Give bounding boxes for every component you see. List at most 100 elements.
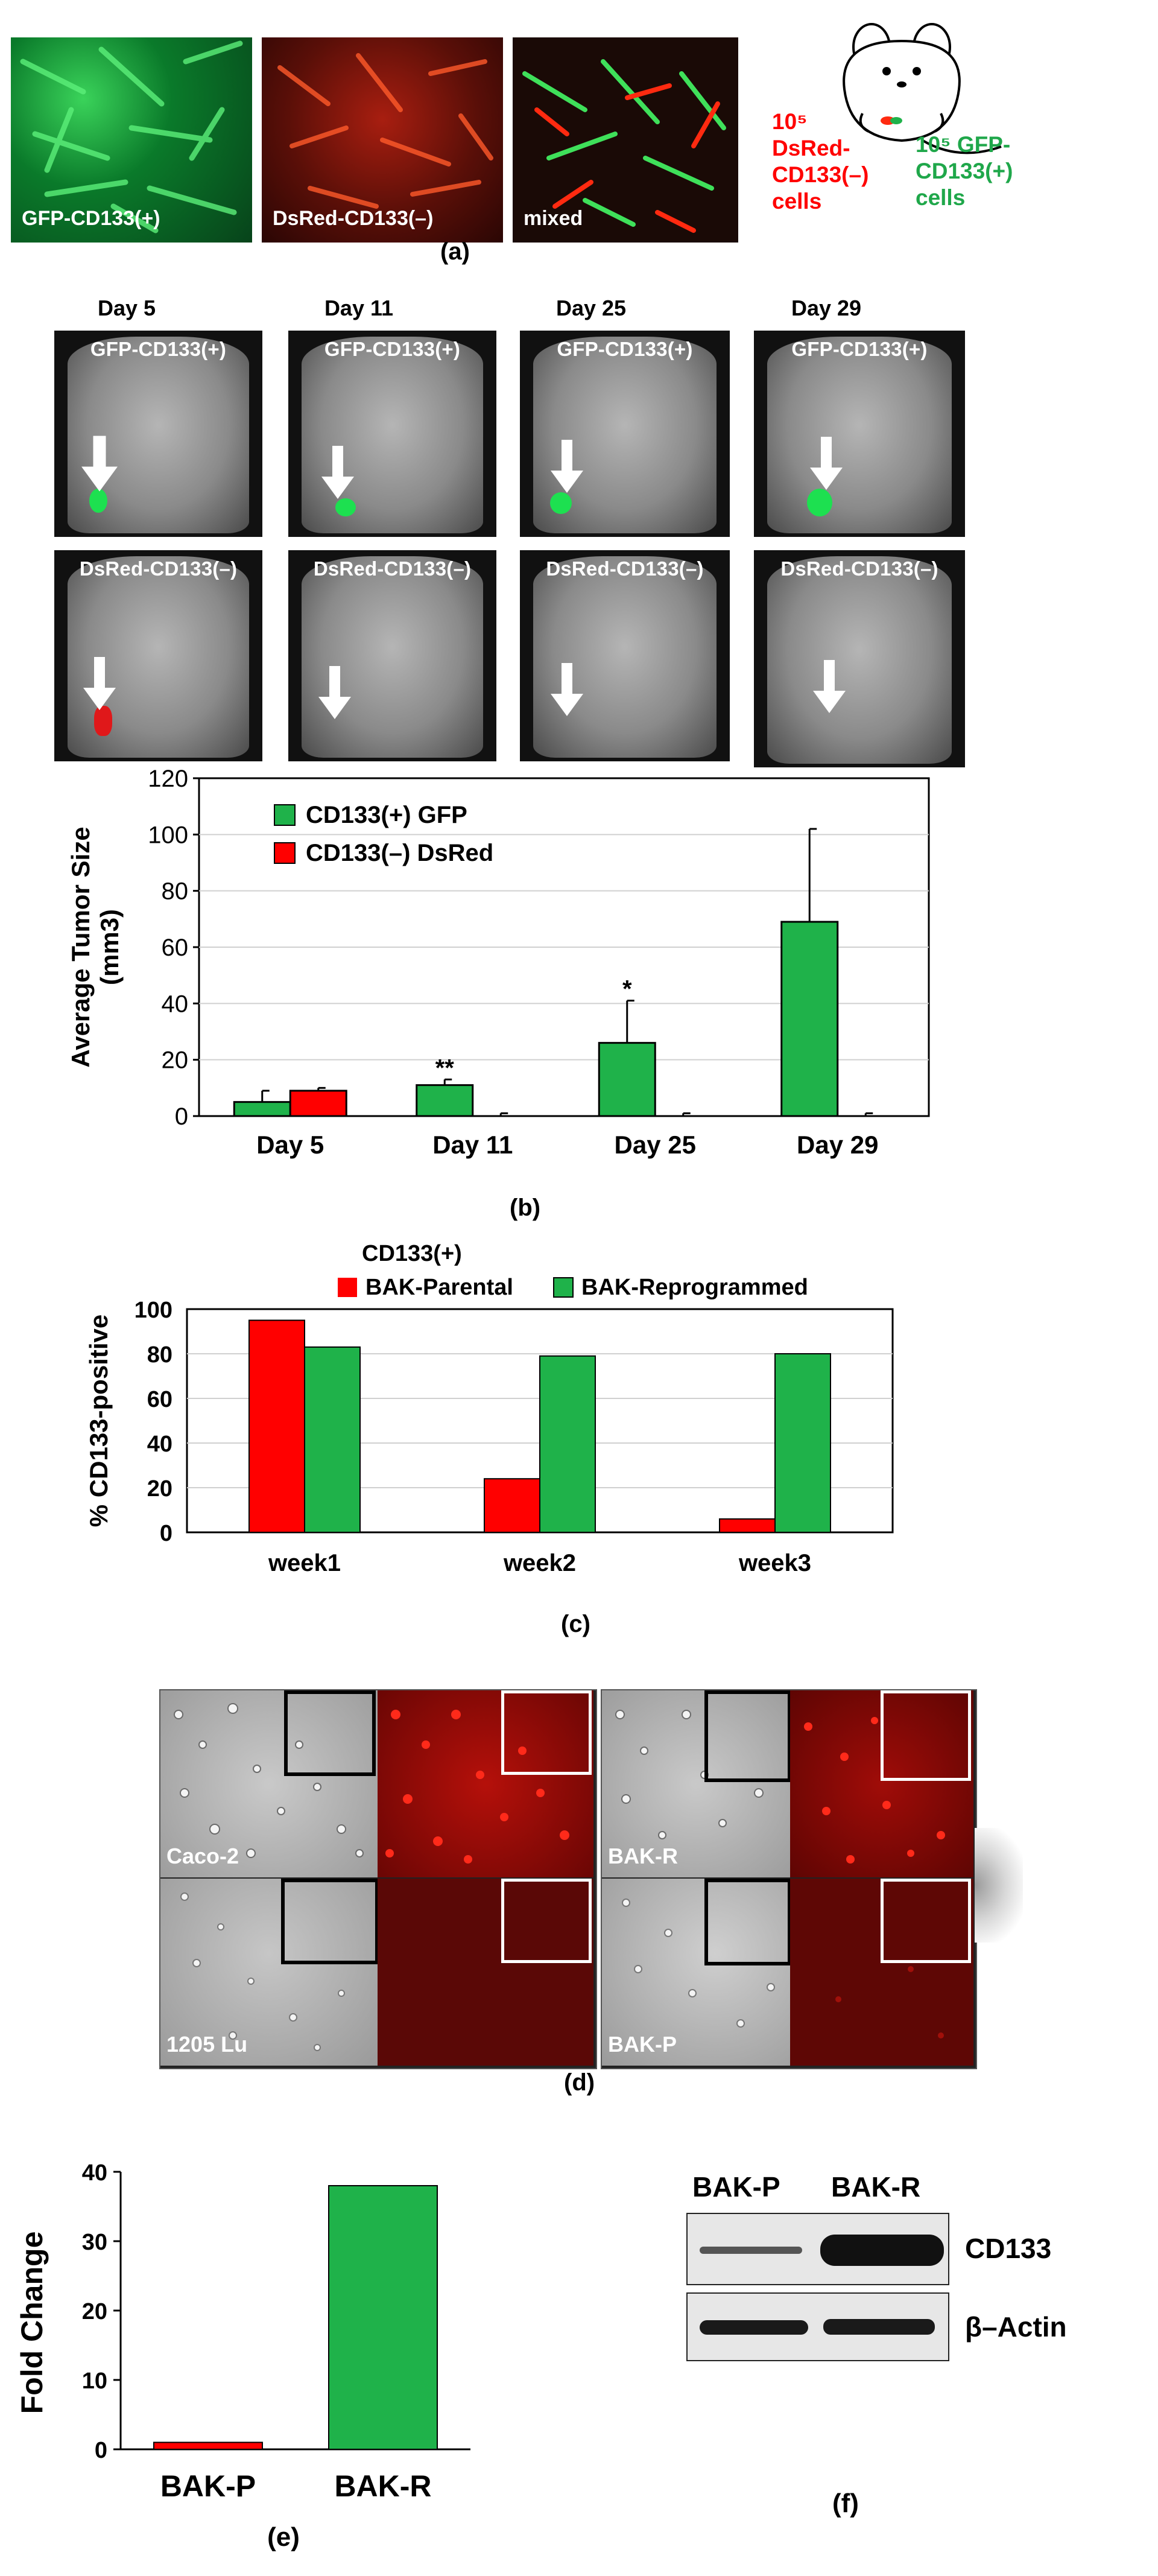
y-axis-label: Fold Change	[15, 2232, 49, 2414]
bar	[774, 1353, 831, 1533]
y-tick-label: 10	[82, 2368, 107, 2394]
y-axis-label-line: (mm3)	[95, 909, 124, 985]
legend-swatch	[274, 804, 296, 826]
mouse-image-gfp: GFP-CD133(+)	[754, 331, 965, 537]
mouse-image-dsred: DsRed-CD133(–)	[754, 550, 965, 767]
y-tick-label: 20	[162, 1047, 189, 1074]
legend-swatch	[553, 1277, 574, 1298]
western-blot-actin	[686, 2292, 949, 2361]
gfp-tumor	[807, 489, 832, 516]
bar	[233, 1101, 291, 1117]
wb-band-label: β–Actin	[965, 2311, 1067, 2343]
shadow-decoration	[975, 1828, 1023, 1943]
fluor-image-bakr	[790, 1690, 973, 1877]
bar	[328, 2185, 438, 2450]
y-axis-label: Average Tumor Size(mm3)	[66, 826, 124, 1067]
mouse-image-gfp: GFP-CD133(+)	[54, 331, 262, 537]
inset-box	[881, 1879, 971, 1963]
inset-box	[501, 1690, 592, 1775]
x-tick-label: BAK-P	[160, 2469, 256, 2503]
gfp-tumor	[89, 489, 107, 513]
gfp-tumor	[335, 498, 356, 516]
western-blot-cd133	[686, 2213, 949, 2285]
x-tick-label: BAK-R	[334, 2469, 431, 2503]
bar	[598, 1042, 656, 1117]
wb-band	[700, 2247, 802, 2254]
y-axis-label: % CD133-positive	[84, 1315, 113, 1527]
fluor-image-1205lu	[378, 1879, 593, 2066]
y-tick-label: 80	[147, 1342, 172, 1368]
y-tick-label: 40	[147, 1432, 172, 1457]
x-tick-label: week1	[268, 1550, 341, 1576]
inset-box	[704, 1690, 790, 1782]
y-tick-label: 40	[82, 2160, 107, 2186]
fluor-image-bakp	[790, 1879, 973, 2066]
wb-band	[823, 2319, 935, 2335]
dsred-tumor	[94, 706, 112, 736]
gfp-micrograph: GFP-CD133(+)	[11, 37, 252, 243]
y-tick-label: 100	[148, 822, 188, 848]
cd133-percent-chart: 0 20 40 60 80 100 week1 week2 week3 CD133(+) BAK-P…	[84, 1243, 894, 1576]
cell-dots-texture	[180, 1892, 345, 2051]
y-tick-label: 60	[162, 934, 189, 961]
inset-box	[284, 1690, 376, 1776]
bakp-label: BAK-P	[608, 2032, 677, 2057]
gfp-tumor	[550, 492, 572, 514]
row-label-dsred: DsRed-CD133(–)	[780, 557, 938, 580]
red-dots-texture	[385, 1710, 569, 1864]
x-tick-label: week3	[738, 1550, 811, 1576]
day-label: Day 29	[791, 296, 862, 320]
dsred-micrograph: DsRed-CD133(–)	[262, 37, 503, 243]
gfp-cells-texture	[20, 40, 243, 233]
arrow-icon	[810, 437, 843, 490]
panel-letter-f: (f)	[832, 2489, 859, 2518]
inset-box	[501, 1879, 592, 1963]
row-label-gfp: GFP-CD133(+)	[791, 338, 928, 360]
panel-letter-c: (c)	[561, 1611, 590, 1637]
inset-box	[704, 1879, 790, 1965]
significance-label: **	[435, 1055, 455, 1081]
red-label-line: 10⁵	[772, 109, 808, 134]
phase-image-bakp: BAK-P	[602, 1879, 790, 2066]
y-tick-label: 60	[147, 1387, 172, 1412]
red-cells-label: 10⁵ DsRed- CD133(–) cells	[772, 109, 868, 215]
mouse-image-gfp: GFP-CD133(+)	[520, 331, 730, 537]
legend-swatch	[338, 1278, 357, 1297]
phase-image-bakr: BAK-R	[602, 1690, 790, 1877]
bar	[248, 1319, 305, 1533]
day-label: Day 25	[555, 296, 627, 320]
panel-letter-b: (b)	[510, 1194, 541, 1221]
dsred-micro-label: DsRed-CD133(–)	[273, 207, 434, 230]
bar	[416, 1084, 474, 1117]
y-tick-label: 0	[95, 2438, 107, 2463]
panel-letter-d: (d)	[564, 2069, 595, 2096]
cell-dots-texture	[622, 1899, 775, 2028]
y-tick-label: 40	[162, 991, 189, 1017]
day-label: Day 11	[324, 296, 394, 320]
row-label-dsred: DsRed-CD133(–)	[313, 557, 472, 580]
panel-letter-a: (a)	[440, 238, 470, 265]
mixed-cells-texture	[522, 59, 726, 233]
row-label-gfp: GFP-CD133(+)	[90, 338, 227, 360]
y-tick-label: 80	[162, 878, 189, 905]
red-dots-texture	[804, 1717, 945, 1864]
red-label-line: CD133(–)	[772, 162, 869, 187]
bar	[719, 1518, 776, 1533]
mouse-image-dsred: DsRed-CD133(–)	[288, 550, 496, 761]
y-tick-label: 0	[175, 1103, 188, 1130]
bar	[780, 921, 839, 1117]
1205lu-label: 1205 Lu	[166, 2032, 248, 2057]
inset-box	[881, 1690, 971, 1781]
phase-image-caco2: Caco-2	[160, 1690, 378, 1877]
wb-lane-label: BAK-R	[831, 2171, 921, 2203]
y-tick-label: 100	[134, 1298, 172, 1323]
phase-image-1205lu: 1205 Lu	[160, 1879, 378, 2066]
legend-title: CD133(+)	[362, 1243, 462, 1266]
arrow-icon	[81, 436, 118, 492]
mouse-image-gfp: GFP-CD133(+)	[288, 331, 496, 537]
wb-band	[820, 2235, 944, 2266]
row-label-dsred: DsRed-CD133(–)	[79, 557, 238, 580]
inset-box	[281, 1879, 378, 1964]
y-tick-label: 30	[82, 2230, 107, 2255]
